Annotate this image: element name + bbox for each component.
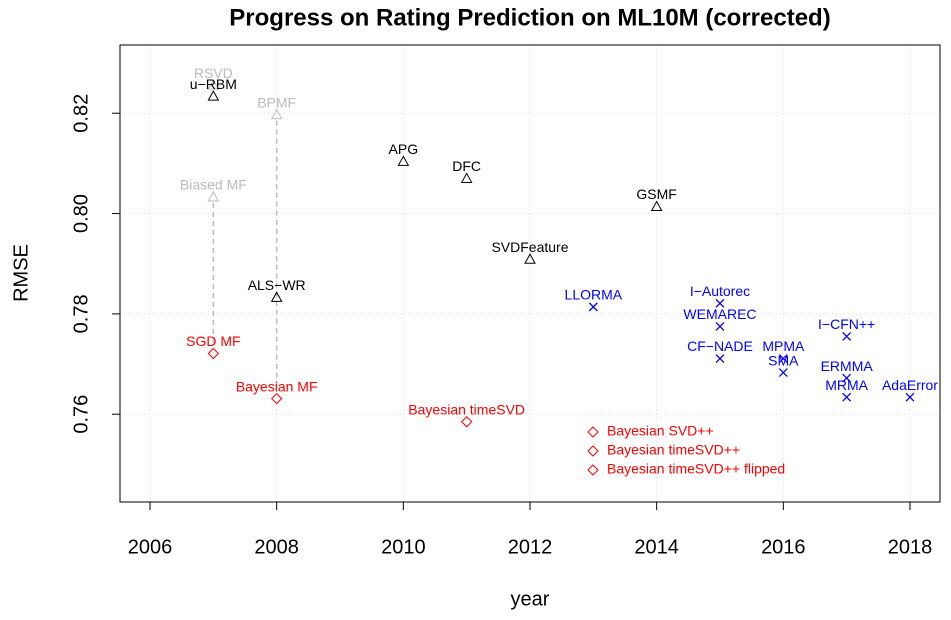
- legend-label: Bayesian SVD++: [607, 423, 714, 439]
- y-axis-label: RMSE: [10, 244, 32, 302]
- point-label: CF−NADE: [687, 338, 753, 354]
- point-label: DFC: [452, 158, 481, 174]
- point-label: I−CFN++: [818, 316, 875, 332]
- point-label: GSMF: [636, 186, 676, 202]
- point: [207, 90, 220, 101]
- point-label: u−RBM: [190, 76, 237, 92]
- point: [715, 321, 725, 331]
- point-label: ERMMA: [821, 358, 874, 374]
- x-tick-label: 2018: [888, 536, 933, 558]
- point: [842, 392, 852, 402]
- x-tick-label: 2012: [508, 536, 553, 558]
- point: [715, 298, 725, 308]
- point-label: Bayesian MF: [236, 378, 318, 394]
- legend-marker: [587, 426, 599, 438]
- point: [524, 253, 536, 264]
- point-label: APG: [389, 141, 419, 157]
- point: [460, 172, 473, 183]
- point-label: I−Autorec: [690, 283, 750, 299]
- point: [207, 347, 220, 360]
- y-tick-label: 0.76: [70, 395, 92, 434]
- point: [778, 354, 788, 363]
- x-tick-label: 2008: [254, 536, 299, 558]
- point-label: SGD MF: [186, 333, 240, 349]
- point: [842, 373, 852, 383]
- x-tick-label: 2016: [761, 536, 806, 558]
- legend-label: Bayesian timeSVD++ flipped: [607, 461, 785, 477]
- point: [905, 392, 915, 402]
- point-label: WEMAREC: [683, 306, 756, 322]
- x-axis-label: year: [511, 588, 550, 610]
- legend-label: Bayesian timeSVD++: [607, 442, 740, 458]
- point: [397, 155, 410, 166]
- point: [650, 200, 663, 212]
- point: [715, 354, 725, 363]
- legend-marker: [587, 464, 599, 476]
- chart-title: Progress on Rating Prediction on ML10M (…: [229, 4, 830, 31]
- point-label: SMA: [768, 352, 799, 368]
- y-tick-label: 0.80: [70, 194, 92, 233]
- point-label: ALS−WR: [248, 277, 306, 293]
- x-tick-label: 2006: [128, 536, 173, 558]
- point-label: MRMA: [825, 377, 868, 393]
- x-tick-label: 2014: [634, 536, 679, 558]
- y-tick-label: 0.78: [70, 294, 92, 333]
- point-label: Biased MF: [180, 177, 247, 193]
- point-label: SVDFeature: [491, 239, 568, 255]
- point: [778, 368, 788, 378]
- point-label: MPMA: [762, 338, 805, 354]
- point: [270, 392, 283, 405]
- point: [842, 331, 852, 341]
- point: [460, 416, 473, 428]
- point: [207, 190, 220, 202]
- x-tick-label: 2010: [381, 536, 426, 558]
- legend-marker: [587, 445, 599, 457]
- point-label: BPMF: [257, 94, 296, 110]
- point-label: AdaError: [882, 377, 938, 393]
- point: [588, 302, 598, 312]
- point-label: Bayesian timeSVD: [408, 401, 525, 417]
- point: [270, 108, 283, 120]
- plot-frame: [119, 44, 941, 503]
- y-tick-label: 0.82: [70, 94, 92, 133]
- point: [270, 291, 283, 302]
- point-label: LLORMA: [565, 287, 623, 303]
- point-label: RSVD: [194, 65, 233, 81]
- point: [207, 79, 220, 90]
